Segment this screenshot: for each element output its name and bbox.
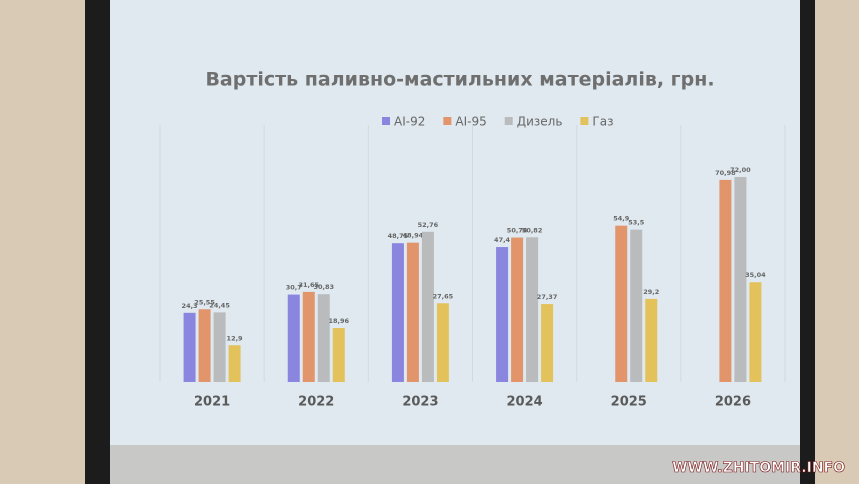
- legend-label: Газ: [592, 115, 613, 129]
- value-label: 27,37: [537, 293, 558, 301]
- bar: [183, 312, 196, 382]
- x-tick-label: 2026: [715, 395, 751, 410]
- legend-label: AI-92: [394, 115, 425, 129]
- value-label: 52,76: [418, 221, 439, 229]
- bar: [436, 303, 449, 382]
- bar: [630, 229, 643, 382]
- bar: [541, 304, 554, 382]
- bar: [526, 237, 539, 382]
- bar: [332, 328, 345, 382]
- value-label: 72,00: [730, 166, 751, 174]
- value-label: 48,75: [388, 232, 409, 240]
- value-label: 27,65: [433, 292, 454, 300]
- watermark: WWW.ZHITOMIR.INFO: [672, 460, 845, 476]
- value-label: 24,45: [209, 301, 230, 309]
- bar: [734, 177, 747, 382]
- bar: [496, 247, 509, 382]
- value-label: 30,83: [313, 283, 334, 291]
- value-label: 53,5: [628, 219, 645, 227]
- value-label: 35,04: [745, 271, 766, 279]
- legend-swatch: [443, 117, 452, 125]
- x-tick-label: 2024: [506, 395, 542, 410]
- value-label: 47,4: [494, 236, 511, 244]
- value-label: 50,82: [522, 226, 543, 234]
- x-tick-label: 2022: [298, 395, 334, 410]
- bar: [421, 231, 434, 382]
- legend-swatch: [382, 117, 390, 125]
- bar: [317, 294, 330, 382]
- value-label: 25,55: [194, 298, 215, 306]
- x-tick-label: 2023: [402, 395, 438, 410]
- bar: [198, 309, 211, 382]
- legend-label: AI-95: [455, 115, 486, 129]
- legend-swatch: [504, 117, 513, 125]
- value-label: 50,74: [507, 227, 528, 235]
- bar: [406, 242, 419, 382]
- bar: [615, 225, 628, 382]
- value-label: 31,65: [298, 281, 319, 289]
- value-label: 18,96: [328, 317, 349, 325]
- value-label: 54,9: [613, 215, 630, 223]
- legend-label: Дизель: [517, 115, 563, 129]
- bar: [213, 312, 226, 382]
- value-label: 12,9: [227, 334, 244, 342]
- value-label: 24,3: [182, 302, 198, 310]
- value-label: 48,94: [403, 232, 424, 240]
- value-label: 30,7: [286, 284, 302, 292]
- chart-title: Вартість паливно-мастильних матеріалів, …: [205, 69, 714, 91]
- value-label: 29,2: [643, 288, 659, 296]
- screen-bottom: [110, 445, 800, 484]
- bar: [287, 294, 300, 382]
- bar: [645, 298, 658, 382]
- bar: [749, 282, 762, 382]
- bar: [391, 243, 404, 382]
- bar: [302, 291, 315, 382]
- legend-swatch: [580, 117, 589, 125]
- bar: [719, 179, 732, 382]
- x-tick-label: 2025: [611, 395, 647, 410]
- bar: [228, 345, 241, 382]
- value-label: 70,98: [715, 169, 736, 177]
- x-tick-label: 2021: [194, 395, 230, 410]
- bar: [511, 237, 524, 382]
- projected-screen: [110, 0, 800, 445]
